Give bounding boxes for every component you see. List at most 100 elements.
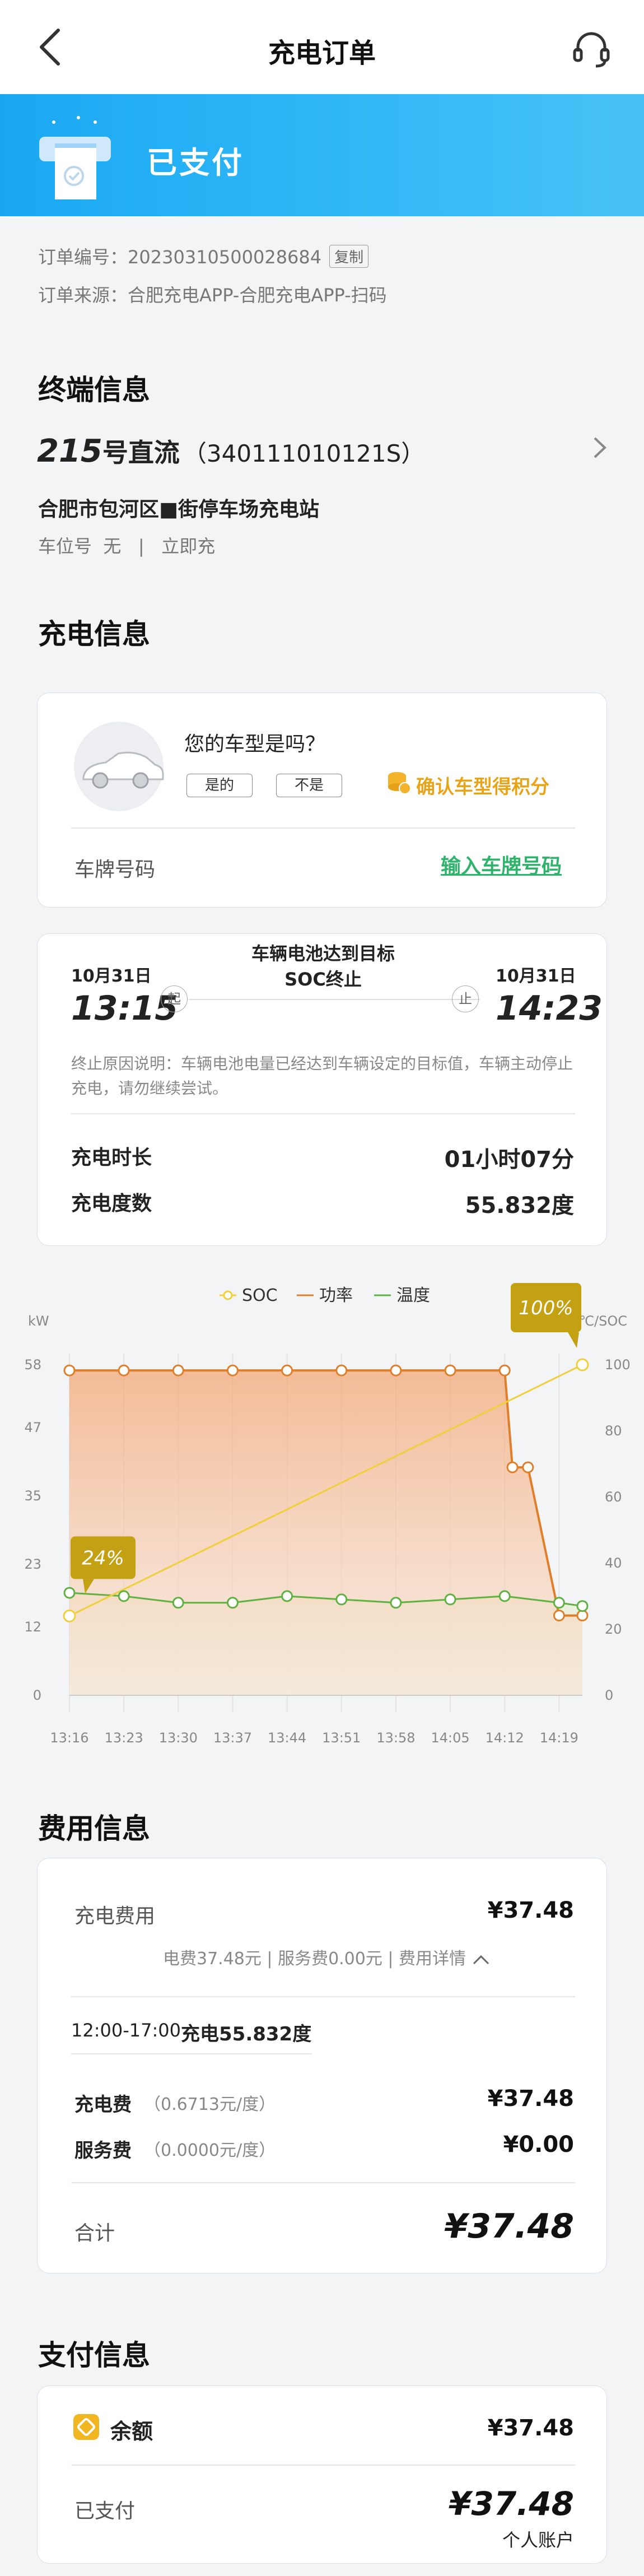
- soc-end-badge-pointer: [568, 1332, 579, 1348]
- x-tick-label: 14:12: [486, 1730, 524, 1746]
- y-right-tick-label: 60: [605, 1489, 622, 1505]
- soc-point: [63, 1609, 76, 1622]
- order-number-label: 订单编号：: [38, 247, 128, 268]
- temperature-point: [281, 1590, 293, 1602]
- stop-title-2: SOC终止: [284, 969, 362, 990]
- x-tick-label: 13:37: [213, 1730, 252, 1746]
- power-point: [576, 1610, 589, 1622]
- soc-line: [69, 1364, 583, 1617]
- legend-label: 温度: [396, 1286, 430, 1305]
- fee-breakdown-row[interactable]: 电费37.48元 | 服务费0.00元 | 费用详情: [163, 1945, 491, 1969]
- temperature-point: [390, 1597, 402, 1609]
- x-tick-label: 13:51: [322, 1730, 361, 1746]
- spot-label: 车位号: [38, 536, 92, 557]
- pay-card: 余额 ¥37.48 已支付 ¥37.48 个人账户: [37, 2386, 607, 2564]
- y-left-tick-label: 12: [24, 1619, 41, 1635]
- chart-legend: SOC 功率 温度: [220, 1286, 430, 1305]
- divider: [71, 2053, 312, 2054]
- service-fee-value: ¥0.00: [503, 2132, 574, 2157]
- copy-button[interactable]: 复制: [329, 245, 369, 268]
- kwh-value: 55.832度: [465, 1193, 574, 1219]
- stop-reason: 终止原因说明：车辆电池电量已经达到车辆设定的目标值，车辆主动停止充电，请勿继续尝…: [71, 1054, 573, 1098]
- x-tick-label: 13:44: [268, 1730, 306, 1746]
- x-tick-label: 13:30: [159, 1730, 198, 1746]
- confirm-car-yes-button[interactable]: 是的: [186, 774, 253, 797]
- terminal-row[interactable]: 215号直流 （340111010121S）: [37, 433, 597, 469]
- charge-mode: 立即充: [161, 536, 216, 557]
- period: 12:00-17:00: [71, 2020, 181, 2041]
- chevron-up-icon[interactable]: [472, 1954, 491, 1966]
- x-tick-label: 14:19: [540, 1730, 578, 1746]
- start-date: 10月31日: [71, 966, 152, 986]
- divider: [71, 2465, 575, 2466]
- service-fee-label: 服务费: [74, 2140, 132, 2162]
- power-point: [118, 1364, 130, 1377]
- pay-section-title: 支付信息: [38, 2339, 150, 2372]
- spot-row: 车位号 无 | 立即充: [38, 532, 215, 558]
- y-left-axis-title: kW: [28, 1313, 49, 1329]
- legend-label: SOC: [242, 1286, 278, 1305]
- x-tick-label: 13:23: [105, 1730, 143, 1746]
- temperature-point: [553, 1597, 565, 1609]
- y-right-tick-label: 40: [605, 1555, 622, 1571]
- soc-start-badge-pointer: [83, 1579, 94, 1594]
- paid-value: ¥37.48: [449, 2485, 574, 2523]
- y-right-tick-label: 100: [605, 1357, 631, 1373]
- soc-point: [576, 1358, 589, 1371]
- power-point: [226, 1364, 239, 1377]
- order-status: 已支付: [147, 145, 244, 180]
- start-tag: 起: [161, 985, 188, 1012]
- charge-section-title: 充电信息: [38, 618, 150, 650]
- divider: [71, 1113, 575, 1114]
- temperature-point: [172, 1597, 184, 1609]
- power-point: [498, 1364, 511, 1377]
- paid-label: 已支付: [74, 2500, 136, 2523]
- back-arrow-icon[interactable]: [34, 27, 67, 67]
- x-tick-label: 13:58: [376, 1730, 415, 1746]
- y-right-tick-label: 80: [605, 1423, 622, 1439]
- wallet-icon: [73, 2414, 99, 2440]
- total-value: ¥37.48: [444, 2207, 574, 2246]
- confirm-car-no-button[interactable]: 不是: [276, 774, 342, 797]
- period-kwh: 充电55.832度: [181, 2023, 312, 2045]
- order-source-label: 订单来源：: [38, 285, 128, 306]
- temperature-point: [226, 1597, 239, 1609]
- charge-fee-value: ¥37.48: [487, 1898, 574, 1923]
- temperature-point: [118, 1590, 130, 1602]
- plate-label: 车牌号码: [74, 858, 156, 881]
- order-source: 合肥充电APP-合肥充电APP-扫码: [128, 285, 387, 306]
- fee-card: 充电费用 ¥37.48 电费37.48元 | 服务费0.00元 | 费用详情 1…: [37, 1858, 607, 2273]
- temperature-point: [498, 1590, 511, 1602]
- elec-fee-value: ¥37.48: [487, 2086, 574, 2112]
- enter-plate-link[interactable]: 输入车牌号码: [441, 855, 562, 878]
- vehicle-card: 您的车型是吗？ 是的 不是 确认车型得积分 车牌号码 输入车牌号码: [37, 692, 607, 908]
- x-tick-label: 14:05: [431, 1730, 469, 1746]
- temperature-point: [63, 1587, 76, 1599]
- pile-number: 215: [37, 433, 102, 469]
- soc-start-badge: 24%: [82, 1547, 124, 1569]
- order-source-row: 订单来源：合肥充电APP-合肥充电APP-扫码: [38, 281, 387, 307]
- power-point: [506, 1461, 519, 1473]
- headset-icon[interactable]: [571, 29, 612, 69]
- car-points-hint[interactable]: 确认车型得积分: [416, 776, 549, 798]
- duration-label: 充电时长: [71, 1146, 152, 1169]
- pay-method-label: 余额: [110, 2419, 153, 2444]
- fee-section-title: 费用信息: [38, 1812, 150, 1845]
- y-right-tick-label: 20: [605, 1621, 622, 1637]
- legend-label: 功率: [319, 1286, 353, 1305]
- divider: [71, 2182, 575, 2183]
- order-number-row: 订单编号：20230310500028684 复制: [38, 243, 369, 269]
- terminal-section-title: 终端信息: [38, 374, 150, 406]
- order-number: 20230310500028684: [128, 247, 322, 268]
- power-point: [522, 1461, 534, 1473]
- spot-value: 无: [103, 536, 122, 557]
- soc-end-badge-bg: [511, 1283, 581, 1332]
- temperature-point: [444, 1593, 456, 1606]
- soc-end-badge: 100%: [519, 1297, 573, 1319]
- x-tick-label: 13:16: [50, 1730, 88, 1746]
- power-area: [69, 1370, 582, 1695]
- page-title: 充电订单: [268, 38, 376, 69]
- chevron-right-icon[interactable]: [591, 435, 608, 461]
- duration-value: 01小时07分: [444, 1147, 574, 1173]
